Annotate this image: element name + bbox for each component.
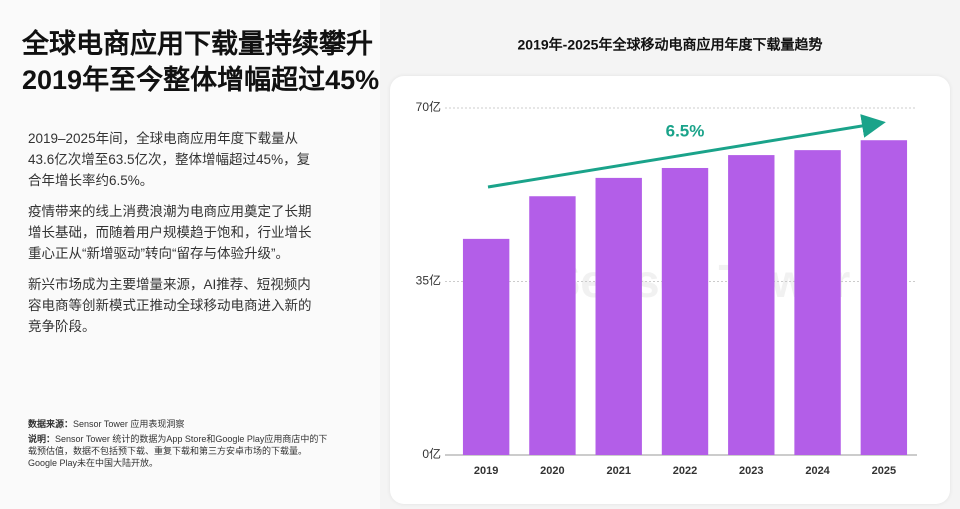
bar — [529, 196, 576, 456]
x-tick-label: 2020 — [540, 465, 564, 477]
bar — [728, 155, 775, 456]
note: 数据来源：Sensor Tower 应用表现洞察 — [28, 418, 328, 430]
note-label: 数据来源： — [28, 419, 74, 429]
x-tick-label: 2024 — [805, 465, 830, 477]
paragraph: 疫情带来的线上消费浪潮为电商应用奠定了长期增长基础，而随着用户规模趋于饱和，行业… — [28, 204, 312, 261]
note-label: 说明： — [28, 434, 56, 444]
annotation: 6.5% — [666, 121, 705, 140]
bar — [794, 150, 841, 455]
headline: 2019年至今整体增幅超过45% — [22, 65, 380, 95]
x-tick-label: 2023 — [739, 465, 763, 477]
notes: 数据来源：Sensor Tower 应用表现洞察 说明：Sensor Tower… — [28, 418, 328, 472]
y-tick-label: 35亿 — [416, 273, 441, 288]
paragraph: 新兴市场成为主要增量来源，AI推荐、短视频内容电商等创新模式正推动全球移动电商进… — [28, 277, 312, 334]
bar — [860, 140, 908, 455]
chart-title: 2019年-2025年全球移动电商应用年度下载量趋势 — [518, 37, 823, 53]
y-tick-label: 0亿 — [422, 446, 441, 461]
paragraphs: 2019–2025年间，全球电商应用年度下载量从43.6亿次增至63.5亿次，整… — [28, 128, 320, 347]
bar — [462, 238, 510, 455]
headline: 全球电商应用下载量持续攀升 — [22, 29, 373, 59]
x-tick-label: 2019 — [474, 465, 498, 477]
bar — [595, 177, 642, 455]
note-text: Sensor Tower 应用表现洞察 — [73, 419, 185, 429]
x-tick-label: 2021 — [606, 465, 630, 477]
note: 说明：Sensor Tower 统计的数据为App Store和Google P… — [28, 433, 328, 469]
x-tick-label: 2025 — [872, 465, 896, 477]
x-tick-label: 2022 — [673, 465, 697, 477]
bar — [661, 167, 709, 455]
note-text: Sensor Tower 统计的数据为App Store和Google Play… — [28, 434, 328, 468]
paragraph: 2019–2025年间，全球电商应用年度下载量从43.6亿次增至63.5亿次，整… — [28, 131, 311, 188]
trend-arrow — [487, 114, 886, 189]
text-panel: 全球电商应用下载量持续攀升 2019年至今整体增幅超过45% 2019–2025… — [0, 0, 380, 509]
y-tick-label: 70亿 — [416, 99, 441, 114]
